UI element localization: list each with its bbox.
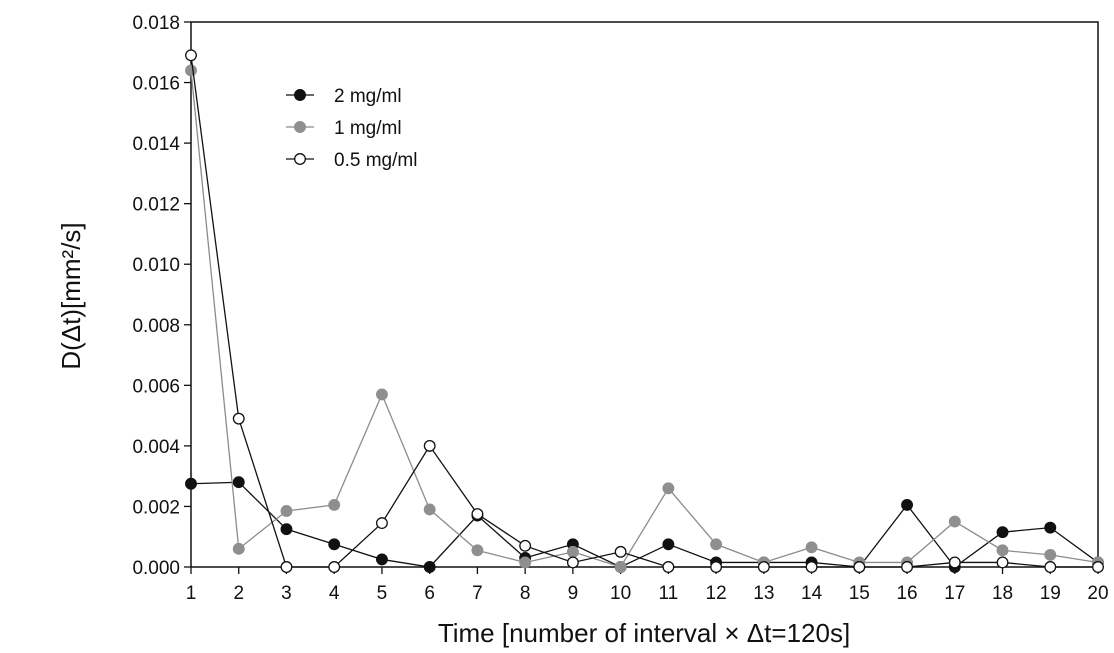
legend-label: 1 mg/ml xyxy=(334,118,402,139)
data-point xyxy=(948,515,961,528)
x-tick-label: 16 xyxy=(896,583,917,604)
series-line xyxy=(190,70,1099,568)
data-point xyxy=(757,561,770,573)
series-line xyxy=(190,55,1098,568)
x-axis-title: Time [number of interval × Δt=120s] xyxy=(438,618,850,648)
data-point xyxy=(996,556,1009,569)
y-tick-label: 0.010 xyxy=(132,255,180,276)
data-point xyxy=(1044,521,1057,534)
data-point xyxy=(853,561,866,573)
data-point xyxy=(805,561,818,573)
y-tick-label: 0.012 xyxy=(132,195,180,216)
data-point xyxy=(662,482,675,495)
data-point xyxy=(185,49,197,62)
data-point xyxy=(614,561,627,573)
y-tick-label: 0.002 xyxy=(132,497,180,518)
series-line xyxy=(190,481,1099,568)
y-axis: 0.000 0.002 0.004 0.006 0.008 0.010 0.012 0.014… xyxy=(132,13,191,579)
data-point xyxy=(423,503,436,516)
data-point xyxy=(519,556,532,569)
x-tick-label: 6 xyxy=(424,583,435,604)
data-point xyxy=(519,539,532,552)
data-point xyxy=(662,561,675,573)
x-tick-label: 15 xyxy=(849,583,870,604)
data-point xyxy=(1044,548,1057,561)
data-point xyxy=(185,64,197,77)
data-point xyxy=(471,544,484,557)
series-2 xyxy=(185,49,1104,573)
data-point xyxy=(566,545,579,558)
data-point xyxy=(996,544,1009,557)
data-point xyxy=(901,498,914,511)
x-tick-label: 10 xyxy=(610,583,631,604)
x-tick-label: 5 xyxy=(377,583,388,604)
data-point xyxy=(328,498,341,511)
y-tick-label: 0.014 xyxy=(132,134,180,155)
x-tick-label: 8 xyxy=(520,583,531,604)
x-tick-label: 13 xyxy=(753,583,774,604)
x-tick-label: 11 xyxy=(659,583,679,604)
legend-marker xyxy=(294,121,306,133)
data-point xyxy=(328,561,341,573)
legend-item: 0.5 mg/ml xyxy=(286,150,417,171)
legend-marker xyxy=(294,89,306,101)
data-point xyxy=(280,523,293,536)
x-tick-label: 7 xyxy=(472,583,483,604)
data-point xyxy=(948,556,961,569)
data-point xyxy=(375,388,388,401)
data-point xyxy=(471,508,484,520)
series-layer xyxy=(185,49,1104,573)
data-point xyxy=(185,477,197,490)
data-point xyxy=(1092,561,1104,573)
series-0 xyxy=(185,476,1104,573)
y-tick-label: 0.016 xyxy=(132,74,180,95)
y-tick-label: 0.004 xyxy=(132,437,180,458)
data-point xyxy=(423,561,436,573)
x-tick-label: 3 xyxy=(281,583,292,604)
data-point xyxy=(901,561,914,573)
data-point xyxy=(805,541,818,554)
data-point xyxy=(566,556,579,569)
x-axis: 1 2 3 4 5 6 7 8 9 10 11 12 13 14 15 16 17 18 19 20 xyxy=(186,567,1109,604)
data-point xyxy=(280,505,293,517)
data-point xyxy=(232,412,245,425)
legend-label: 2 mg/ml xyxy=(334,86,402,107)
x-tick-label: 19 xyxy=(1040,583,1061,604)
series-1 xyxy=(185,64,1104,573)
data-point xyxy=(662,538,675,551)
data-point xyxy=(375,553,388,566)
x-tick-label: 18 xyxy=(992,583,1013,604)
plot-frame xyxy=(190,21,1099,568)
x-tick-label: 14 xyxy=(801,583,823,604)
y-tick-label: 0.000 xyxy=(132,558,180,579)
x-tick-label: 9 xyxy=(568,583,579,604)
y-tick-label: 0.018 xyxy=(132,13,180,34)
legend-marker xyxy=(294,153,306,165)
legend-item: 1 mg/ml xyxy=(286,118,402,139)
data-point xyxy=(614,545,627,558)
legend: 2 mg/ml 1 mg/ml 0.5 mg/ml xyxy=(286,86,417,171)
x-tick-label: 20 xyxy=(1087,583,1108,604)
data-point xyxy=(232,476,245,489)
data-point xyxy=(232,542,245,555)
data-point xyxy=(996,526,1009,539)
x-tick-label: 4 xyxy=(329,583,340,604)
x-tick-label: 1 xyxy=(186,583,197,604)
legend-label: 0.5 mg/ml xyxy=(334,150,417,171)
data-point xyxy=(423,439,436,452)
y-tick-label: 0.006 xyxy=(132,376,180,397)
x-tick-label: 12 xyxy=(706,583,727,604)
data-point xyxy=(375,517,388,530)
data-point xyxy=(710,561,723,573)
x-tick-label: 17 xyxy=(944,583,965,604)
data-point xyxy=(1044,561,1057,573)
data-point xyxy=(280,561,293,573)
data-point xyxy=(710,538,723,551)
data-point xyxy=(328,538,341,551)
y-axis-title: D(Δt)[mm²/s] xyxy=(56,222,86,369)
legend-item: 2 mg/ml xyxy=(286,86,402,107)
x-tick-label: 2 xyxy=(233,583,244,604)
y-tick-label: 0.008 xyxy=(132,316,180,337)
